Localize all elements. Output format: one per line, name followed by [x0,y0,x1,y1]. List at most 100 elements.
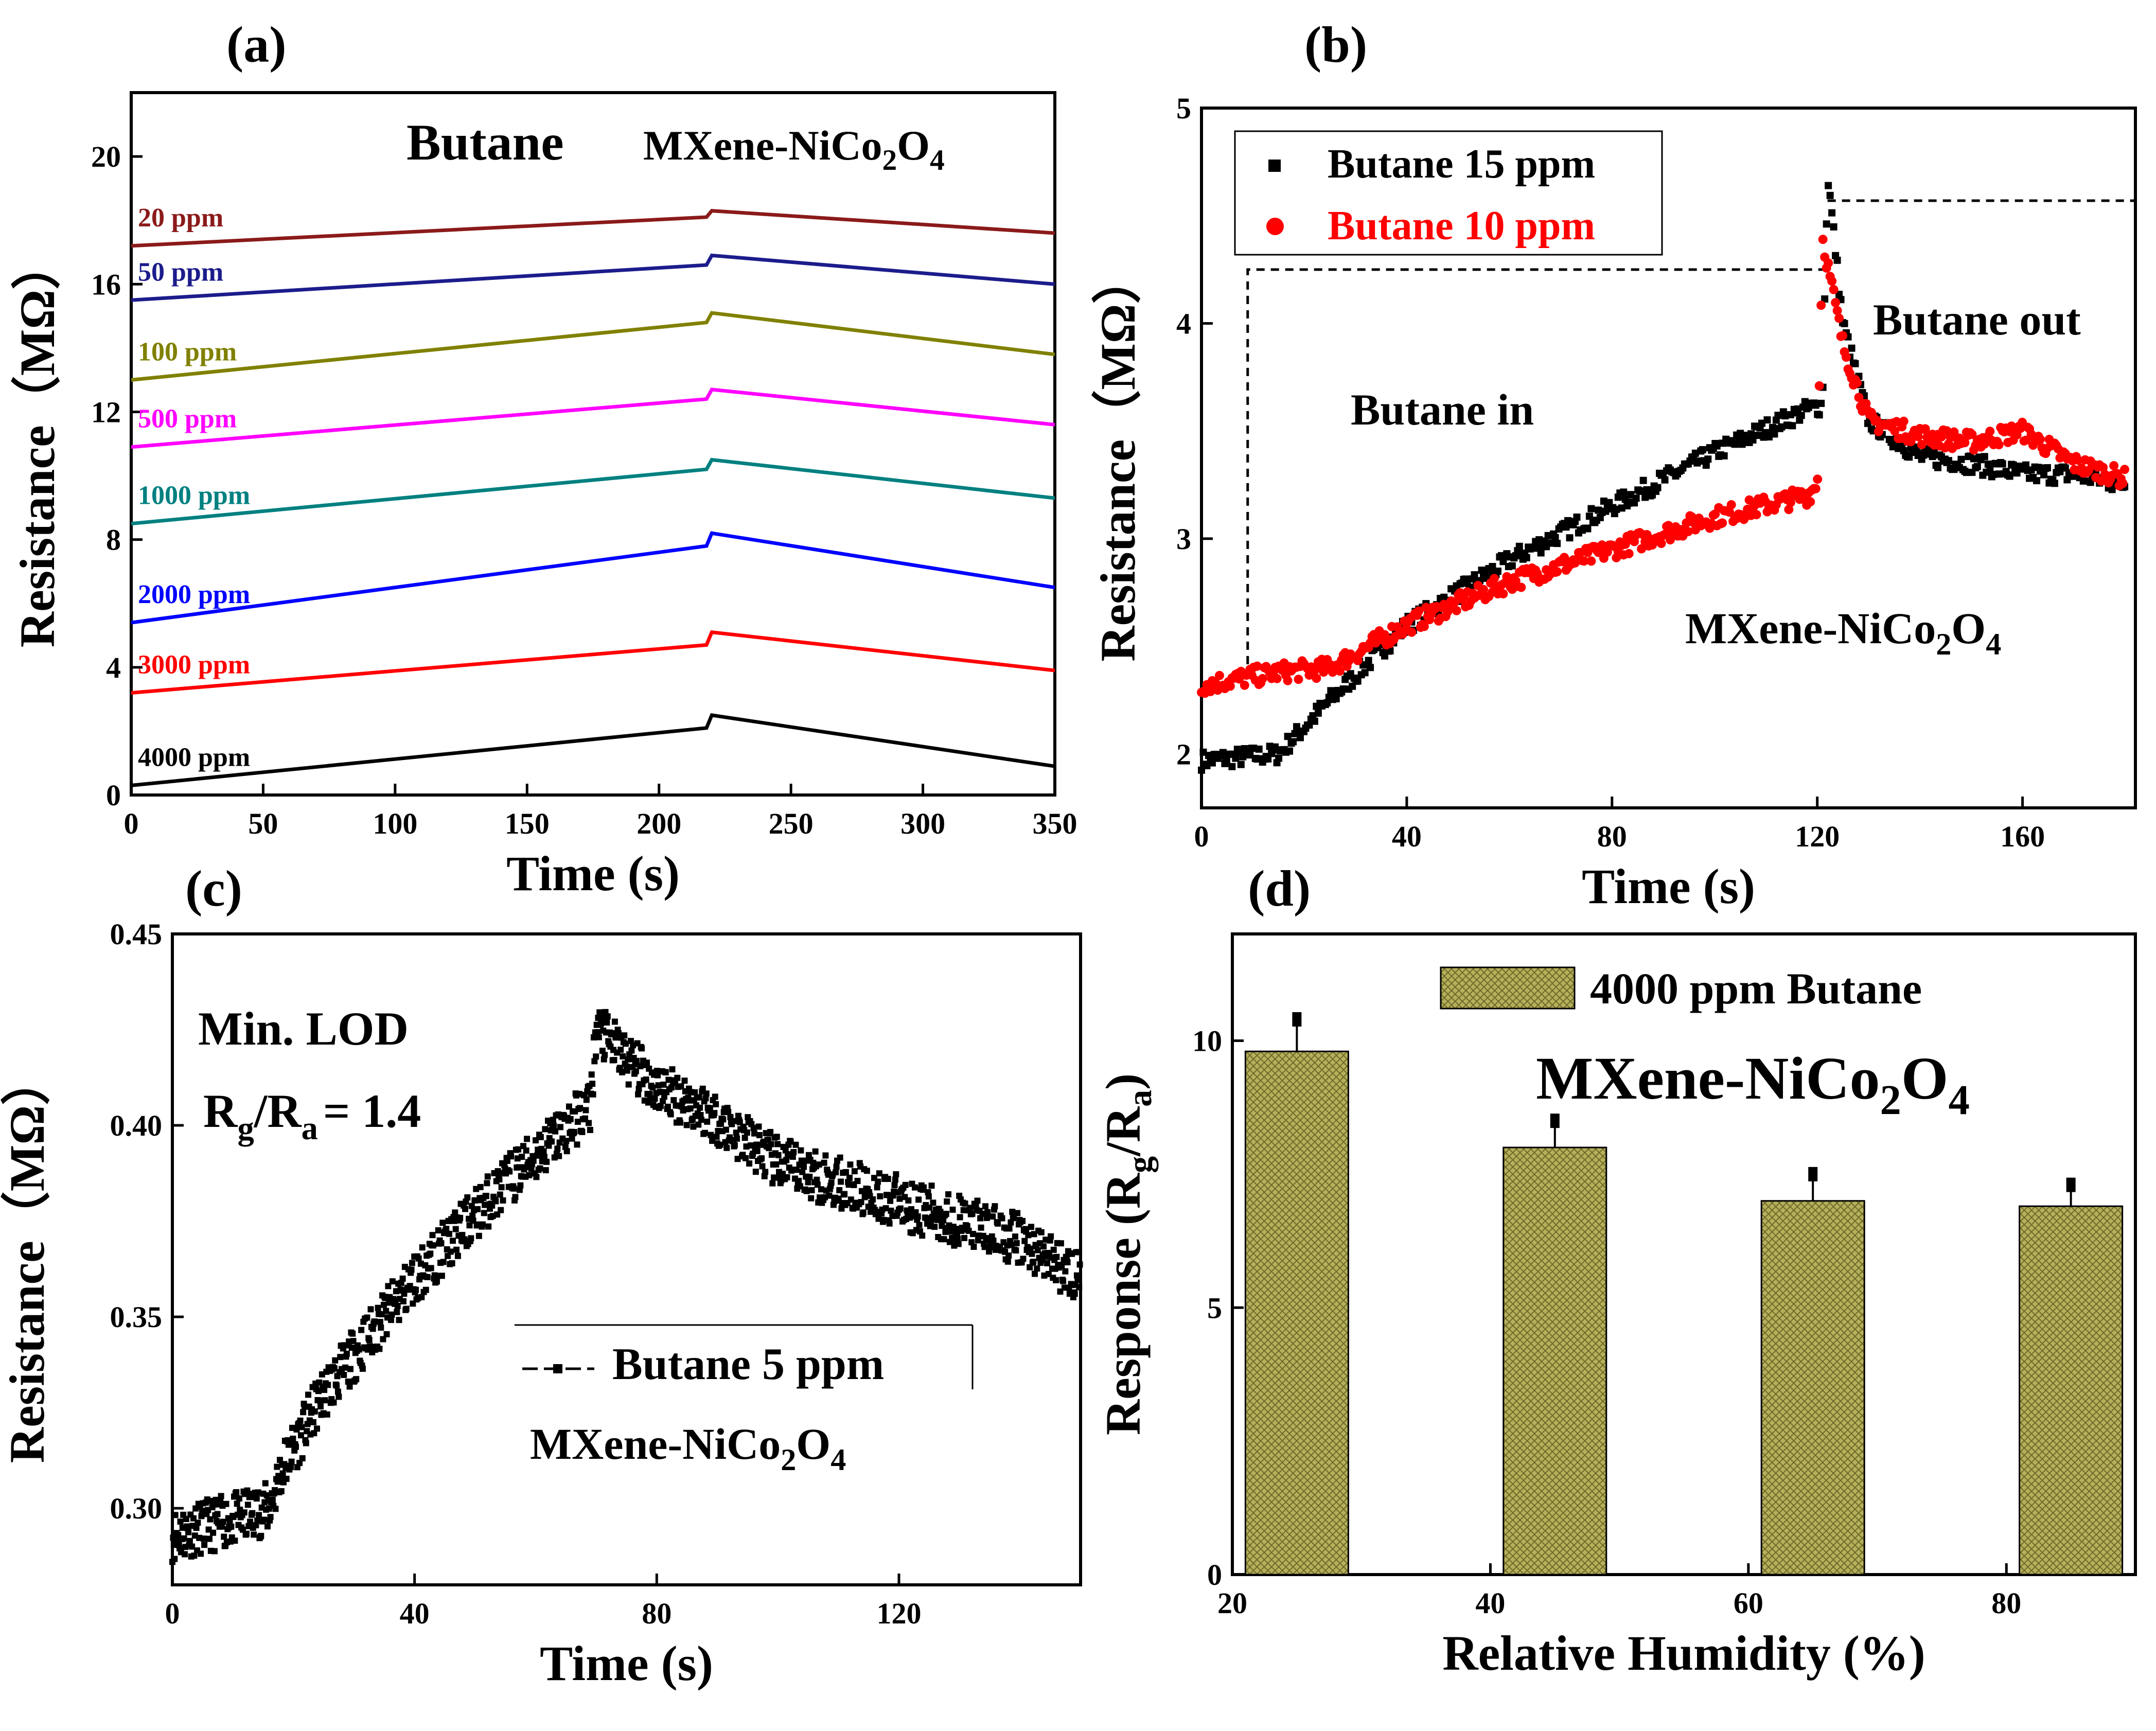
panel-b-data-point [1789,422,1796,430]
panel-c-data-point [288,1458,295,1465]
panel-c-data-point [773,1134,780,1140]
panel-c-data-point [377,1319,383,1326]
panel-c-data-point [1021,1238,1028,1244]
panel-c-data-point [722,1126,729,1133]
panel-c-data-point [443,1226,450,1232]
panel-b-data-point [1258,674,1267,683]
panel-c-xtick-label: 120 [877,1597,922,1630]
panel-b-data-point [1806,497,1815,507]
panel-c-ytick-label: 0.30 [110,1492,163,1525]
panel-c-data-point [311,1408,318,1415]
panel-c-data-point [617,1047,624,1053]
panel-c-data-point [522,1173,529,1180]
panel-c-data-point [851,1168,858,1175]
panel-c-data-point [596,1009,603,1016]
panel-b-data-point [1283,676,1293,685]
panel-b-data-point [1587,505,1595,513]
panel-c-data-point [481,1210,487,1216]
panel-b-data-point [1771,430,1778,438]
panel-c-min-lod: Min. LOD [198,1002,409,1055]
panel-c-data-point [424,1274,431,1280]
panel-b-data-point [1828,209,1836,217]
panel-c-data-point [452,1209,458,1216]
panel-b-data-point [1552,567,1562,577]
panel-c-data-point [201,1542,208,1548]
panel-a-series-line [131,208,1055,248]
panel-a-sub-4: 4 [930,144,945,176]
panel-c-data-point [540,1148,547,1155]
panel-c-data-point [790,1149,797,1155]
panel-c-data-point [462,1206,469,1212]
panel-a-material-base: MXene-NiCo [643,122,882,169]
panel-c-data-point [243,1530,250,1537]
panel-b-data-point [1312,674,1321,683]
panel-a-series-label: 100 ppm [138,337,237,366]
panel-c-data-point [422,1286,429,1293]
panel-b-data-point [1586,556,1596,566]
panel-d-ytick-label: 5 [1207,1291,1222,1324]
panel-d-legend-swatch [1440,966,1576,1010]
panel-c-data-point [774,1141,781,1147]
panel-b-data-point [2109,461,2119,471]
panel-c-data-point [887,1197,894,1204]
panel-c-data-point [1074,1276,1081,1283]
panel-c-data-point [541,1154,547,1160]
panel-c-data-point [348,1345,355,1351]
panel-d-bar [1760,1200,1865,1576]
panel-c-data-point [611,1057,617,1064]
panel-a-xtick-label: 50 [248,807,278,840]
panel-c-ratio: Rg/Ra = 1.4 [203,1085,421,1146]
panel-c-data-point [1071,1291,1078,1297]
panel-b-data-point [1906,437,1916,447]
panel-d-sub-4: 4 [1949,1076,1970,1123]
panel-c-data-point [337,1354,344,1361]
panel-d-material-base: MXene-NiCo [1536,1045,1880,1112]
panel-c-data-point [625,1081,632,1088]
panel-c-data-point [604,1013,611,1020]
panel-b-data-point [1720,452,1728,460]
panel-b-legend-marker-10ppm [1266,218,1284,235]
panel-c-data-point [639,1045,645,1052]
panel-c-data-point [619,1069,626,1075]
panel-c-data-point [798,1147,804,1154]
panel-b-data-point [1223,757,1230,765]
panel-b-data-point [1335,666,1345,676]
panel-a-series-label: 20 ppm [138,203,223,233]
panel-c-data-point [1005,1252,1012,1259]
panel-a-ytick-label: 20 [91,140,121,173]
panel-c-data-point [454,1252,461,1259]
panel-b-xtick-label: 120 [1795,820,1840,853]
panel-c-data-point [803,1188,810,1194]
panel-c-data-point [264,1523,271,1530]
panel-c-data-point [1052,1277,1059,1283]
panel-c-data-point [667,1111,674,1118]
panel-b-data-point [1286,747,1294,755]
panel-c-data-point [249,1510,256,1516]
panel-c-data-point [468,1235,474,1242]
panel-c-data-point [858,1199,864,1206]
panel-c-data-point [880,1216,887,1223]
panel-c-data-point [949,1206,956,1213]
panel-c-data-point [333,1382,340,1389]
panel-c-data-point [380,1301,387,1308]
panel-c-data-point [1028,1224,1034,1230]
panel-c-data-point [621,1032,628,1039]
panel-c-data-point [428,1265,434,1271]
panel-c-data-point [787,1138,794,1145]
panel-b-data-point [2098,463,2108,472]
panel-c-data-point [195,1520,201,1526]
panel-b-data-point [1407,627,1417,637]
panel-b-data-point [1702,462,1710,469]
panel-d-legend-text: 4000 ppm Butane [1590,964,1922,1013]
panel-c-data-point [400,1298,407,1304]
panel-c-data-point [477,1184,484,1190]
panel-c-data-point [805,1152,812,1158]
panel-b-data-point [1566,534,1574,542]
panel-a-plot-frame [130,91,1056,797]
panel-c-data-point [427,1250,434,1257]
panel-c-data-point [633,1057,640,1064]
panel-b-data-point [1523,554,1530,561]
panel-c-data-point [767,1128,774,1135]
panel-c-data-point [635,1091,642,1098]
panel-c-data-point [970,1231,977,1238]
